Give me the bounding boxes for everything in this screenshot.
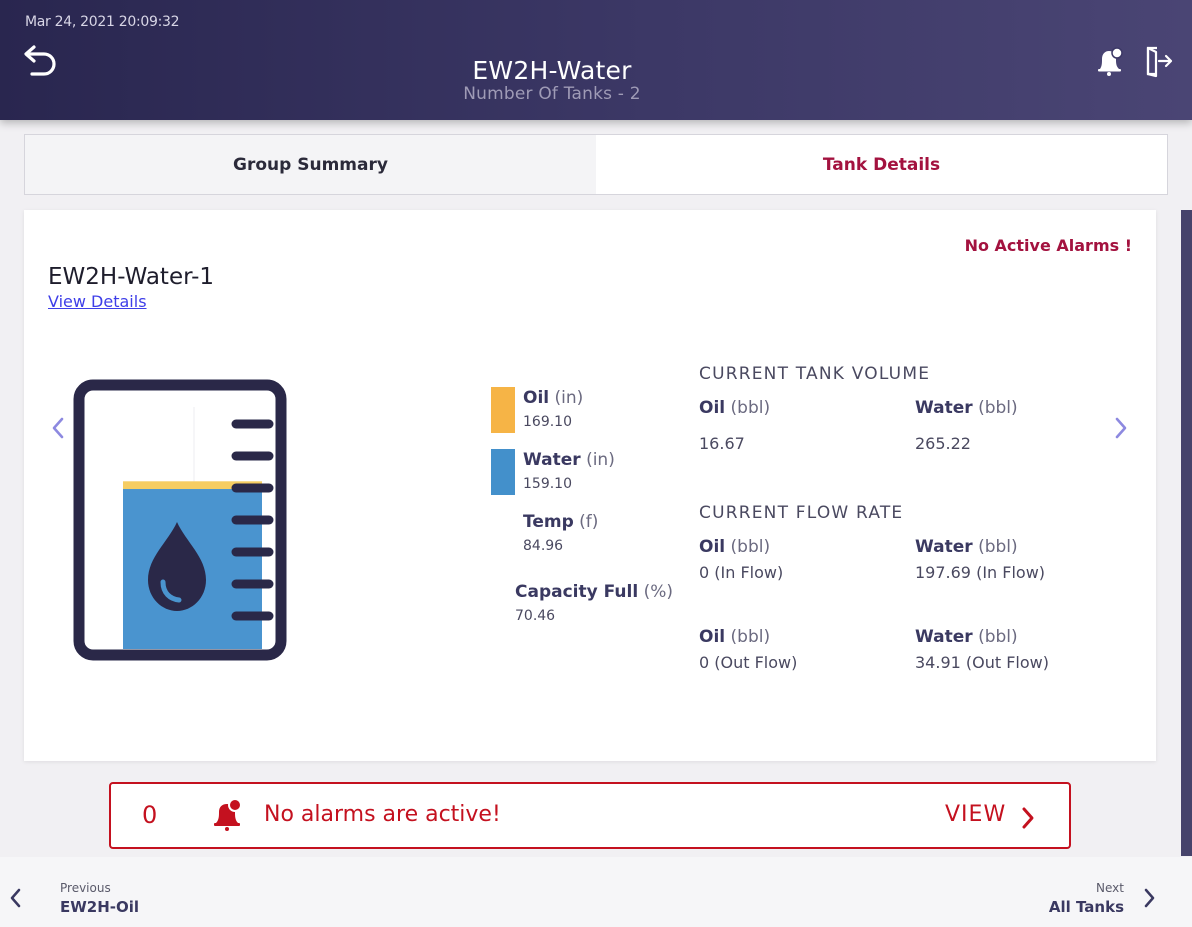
flow-out-water-value: 34.91 (Out Flow) — [915, 653, 1049, 672]
tank-card: No Active Alarms ! EW2H-Water-1 View Det… — [24, 210, 1156, 761]
alarm-summary-bar: 0 No alarms are active! VIEW — [109, 782, 1071, 849]
previous-caption: Previous — [60, 881, 111, 895]
water-drop-icon — [148, 522, 206, 611]
flow-in-water-value: 197.69 (In Flow) — [915, 563, 1046, 582]
page-subtitle: Number Of Tanks - 2 — [463, 84, 641, 104]
view-details-link[interactable]: View Details — [48, 292, 147, 311]
timestamp: Mar 24, 2021 20:09:32 — [25, 14, 180, 30]
previous-group-link[interactable]: EW2H-Oil — [60, 898, 140, 916]
alarms-button[interactable] — [1094, 44, 1128, 78]
volume-water-value: 265.22 — [915, 434, 971, 453]
tab-tank-details[interactable]: Tank Details — [596, 135, 1167, 194]
oil-swatch — [491, 387, 515, 433]
alarm-count: 0 — [142, 801, 158, 829]
water-level-value: 159.10 — [523, 476, 572, 492]
logout-button[interactable] — [1143, 44, 1175, 78]
chevron-right-icon — [1115, 417, 1127, 439]
chevron-left-icon[interactable] — [8, 887, 24, 909]
back-button[interactable] — [22, 42, 62, 82]
page-title: EW2H-Water — [472, 56, 632, 85]
alarm-view-button[interactable]: VIEW — [945, 802, 1007, 827]
capacity-value: 70.46 — [515, 608, 556, 624]
water-swatch — [491, 449, 515, 495]
volume-oil-value: 16.67 — [699, 434, 745, 453]
volume-oil-label: Oil (bbl) — [699, 398, 771, 418]
chevron-right-icon[interactable] — [1019, 805, 1037, 831]
tank-level-graphic — [73, 379, 287, 661]
tank-name: EW2H-Water-1 — [48, 264, 215, 290]
oil-level-value: 169.10 — [523, 414, 572, 430]
back-arrow-icon — [24, 45, 56, 76]
tab-bar: Group Summary Tank Details — [24, 134, 1168, 195]
flow-in-oil-value: 0 (In Flow) — [699, 563, 784, 582]
tab-group-summary[interactable]: Group Summary — [25, 135, 596, 194]
temp-label: Temp (f) — [523, 512, 599, 532]
flow-out-oil-value: 0 (Out Flow) — [699, 653, 798, 672]
bell-alert-icon — [1098, 47, 1123, 76]
tank-gauge-ticks — [231, 419, 274, 621]
temp-value: 84.96 — [523, 538, 564, 554]
capacity-label: Capacity Full (%) — [515, 582, 673, 602]
prev-tank-button[interactable] — [46, 414, 70, 442]
bell-alert-icon — [214, 798, 242, 831]
logout-icon — [1146, 46, 1173, 78]
alarm-message: No alarms are active! — [264, 802, 501, 827]
flow-out-water-label: Water (bbl) — [915, 627, 1018, 647]
chevron-left-icon — [52, 417, 64, 439]
flow-in-oil-label: Oil (bbl) — [699, 537, 771, 557]
next-caption: Next — [1096, 881, 1124, 895]
next-group-link[interactable]: All Tanks — [1048, 898, 1124, 916]
flow-out-oil-label: Oil (bbl) — [699, 627, 771, 647]
chevron-right-icon[interactable] — [1141, 887, 1157, 909]
app-header: Mar 24, 2021 20:09:32 EW2H-Water Number … — [0, 0, 1192, 120]
next-tank-button[interactable] — [1109, 414, 1133, 442]
scrollbar[interactable] — [1181, 210, 1192, 856]
flow-rate-title: CURRENT FLOW RATE — [699, 503, 904, 523]
volume-water-label: Water (bbl) — [915, 398, 1018, 418]
tank-alarm-status: No Active Alarms ! — [964, 236, 1132, 255]
tank-volume-title: CURRENT TANK VOLUME — [699, 364, 931, 384]
water-level-label: Water (in) — [523, 450, 615, 470]
footer-nav: Previous EW2H-Oil Next All Tanks — [0, 857, 1192, 927]
oil-level-label: Oil (in) — [523, 388, 584, 408]
flow-in-water-label: Water (bbl) — [915, 537, 1018, 557]
